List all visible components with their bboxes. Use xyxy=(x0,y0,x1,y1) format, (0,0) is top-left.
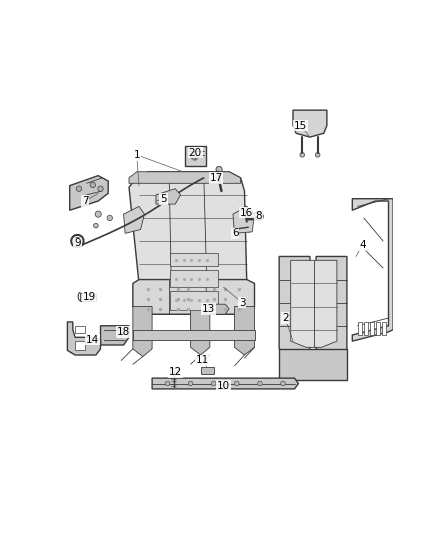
Circle shape xyxy=(94,223,98,228)
Polygon shape xyxy=(124,206,145,233)
Text: 16: 16 xyxy=(240,207,254,217)
Polygon shape xyxy=(279,349,347,379)
Polygon shape xyxy=(170,291,218,310)
Polygon shape xyxy=(133,280,254,314)
Polygon shape xyxy=(129,172,247,284)
Polygon shape xyxy=(75,326,85,334)
Polygon shape xyxy=(81,293,96,301)
Polygon shape xyxy=(206,304,229,314)
Text: 12: 12 xyxy=(169,367,182,377)
Polygon shape xyxy=(156,189,180,204)
Polygon shape xyxy=(133,329,254,340)
Circle shape xyxy=(76,186,81,191)
Text: 15: 15 xyxy=(294,120,307,131)
Polygon shape xyxy=(234,306,254,355)
Polygon shape xyxy=(191,306,210,355)
Text: 14: 14 xyxy=(86,335,99,345)
Circle shape xyxy=(113,332,119,338)
Circle shape xyxy=(315,152,320,157)
Polygon shape xyxy=(382,322,386,335)
Circle shape xyxy=(188,381,193,386)
Polygon shape xyxy=(170,368,177,374)
Circle shape xyxy=(165,381,170,386)
Polygon shape xyxy=(279,256,310,357)
Polygon shape xyxy=(185,147,206,166)
Polygon shape xyxy=(364,322,367,335)
Polygon shape xyxy=(293,110,327,137)
Text: 8: 8 xyxy=(255,212,261,221)
Polygon shape xyxy=(70,175,108,210)
Circle shape xyxy=(281,381,285,386)
Polygon shape xyxy=(370,322,374,335)
Circle shape xyxy=(243,206,248,212)
Circle shape xyxy=(95,211,101,217)
Text: 17: 17 xyxy=(209,173,223,183)
Polygon shape xyxy=(129,172,240,183)
Circle shape xyxy=(107,215,113,221)
Circle shape xyxy=(234,381,239,386)
Text: 2: 2 xyxy=(282,313,289,323)
Text: 9: 9 xyxy=(74,238,81,248)
Polygon shape xyxy=(233,206,254,233)
Polygon shape xyxy=(152,378,298,389)
Text: 10: 10 xyxy=(217,381,230,391)
Polygon shape xyxy=(358,322,361,335)
Circle shape xyxy=(90,182,95,188)
Text: 20: 20 xyxy=(189,148,202,158)
Text: 18: 18 xyxy=(117,327,130,337)
Polygon shape xyxy=(201,367,214,374)
Circle shape xyxy=(258,381,262,386)
Circle shape xyxy=(91,341,97,346)
Circle shape xyxy=(216,166,222,173)
Polygon shape xyxy=(67,322,100,355)
Polygon shape xyxy=(316,256,347,357)
Circle shape xyxy=(98,186,103,191)
Polygon shape xyxy=(75,341,85,350)
Circle shape xyxy=(212,381,216,386)
Polygon shape xyxy=(376,322,380,335)
Polygon shape xyxy=(352,199,393,341)
Text: 7: 7 xyxy=(82,196,88,206)
Text: 6: 6 xyxy=(232,228,239,238)
Polygon shape xyxy=(100,326,129,345)
Text: 19: 19 xyxy=(83,292,96,302)
Text: 4: 4 xyxy=(359,240,366,250)
Polygon shape xyxy=(133,306,152,357)
Polygon shape xyxy=(291,260,337,348)
Polygon shape xyxy=(170,253,218,266)
Text: 5: 5 xyxy=(160,193,167,204)
Polygon shape xyxy=(170,270,218,287)
Text: 11: 11 xyxy=(196,356,209,366)
Circle shape xyxy=(300,152,304,157)
Text: 3: 3 xyxy=(239,297,245,308)
Circle shape xyxy=(92,348,97,353)
Text: 1: 1 xyxy=(134,150,140,160)
Text: 13: 13 xyxy=(201,304,215,314)
